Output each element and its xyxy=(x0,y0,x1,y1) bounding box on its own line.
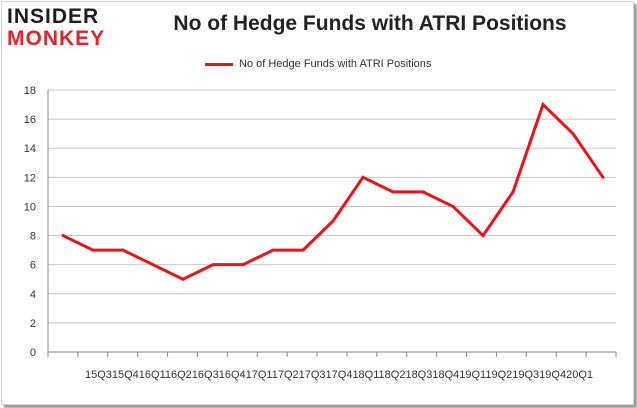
data-point xyxy=(121,248,125,252)
data-point xyxy=(271,248,275,252)
y-tick-label: 0 xyxy=(30,347,36,359)
data-point xyxy=(601,175,605,179)
data-point xyxy=(451,204,455,208)
y-tick-label: 8 xyxy=(30,231,36,243)
chart-title: No of Hedge Funds with ATRI Positions xyxy=(173,12,567,35)
data-point xyxy=(511,190,515,194)
data-point xyxy=(421,190,425,194)
data-point xyxy=(301,248,305,252)
data-point xyxy=(481,234,485,238)
data-point xyxy=(361,175,365,179)
y-axis-tick-labels: 0 2 4 6 8 10 12 14 16 18 xyxy=(24,85,36,359)
data-point xyxy=(541,103,545,107)
legend-swatch xyxy=(205,62,233,66)
data-point xyxy=(211,263,215,267)
y-tick-label: 4 xyxy=(30,289,36,301)
y-tick-label: 18 xyxy=(24,85,36,97)
chart-legend: No of Hedge Funds with ATRI Positions xyxy=(205,57,431,71)
y-tick-label: 10 xyxy=(24,201,36,213)
data-point xyxy=(331,219,335,223)
insider-monkey-logo: INSIDER MONKEY xyxy=(7,6,119,58)
data-point xyxy=(391,190,395,194)
data-point xyxy=(61,234,65,238)
data-point xyxy=(241,263,245,267)
gridlines xyxy=(48,89,616,324)
data-point xyxy=(91,248,95,252)
y-tick-label: 6 xyxy=(30,260,36,272)
series-line xyxy=(62,101,605,281)
y-tick-label: 2 xyxy=(30,318,36,330)
y-tick-label: 16 xyxy=(24,114,36,126)
y-tick-label: 14 xyxy=(24,143,36,155)
y-tick-label: 12 xyxy=(24,172,36,184)
logo-line-insider: INSIDER xyxy=(7,5,100,28)
logo-line-monkey: MONKEY xyxy=(7,27,106,50)
data-point xyxy=(571,132,575,136)
x-axis-tick-labels: 15Q315Q416Q116Q216Q316Q417Q117Q217Q317Q4… xyxy=(85,369,593,381)
data-point xyxy=(151,263,155,267)
legend-label: No of Hedge Funds with ATRI Positions xyxy=(239,58,432,70)
data-point xyxy=(181,277,185,281)
series-group xyxy=(61,101,605,281)
axes xyxy=(47,90,617,357)
